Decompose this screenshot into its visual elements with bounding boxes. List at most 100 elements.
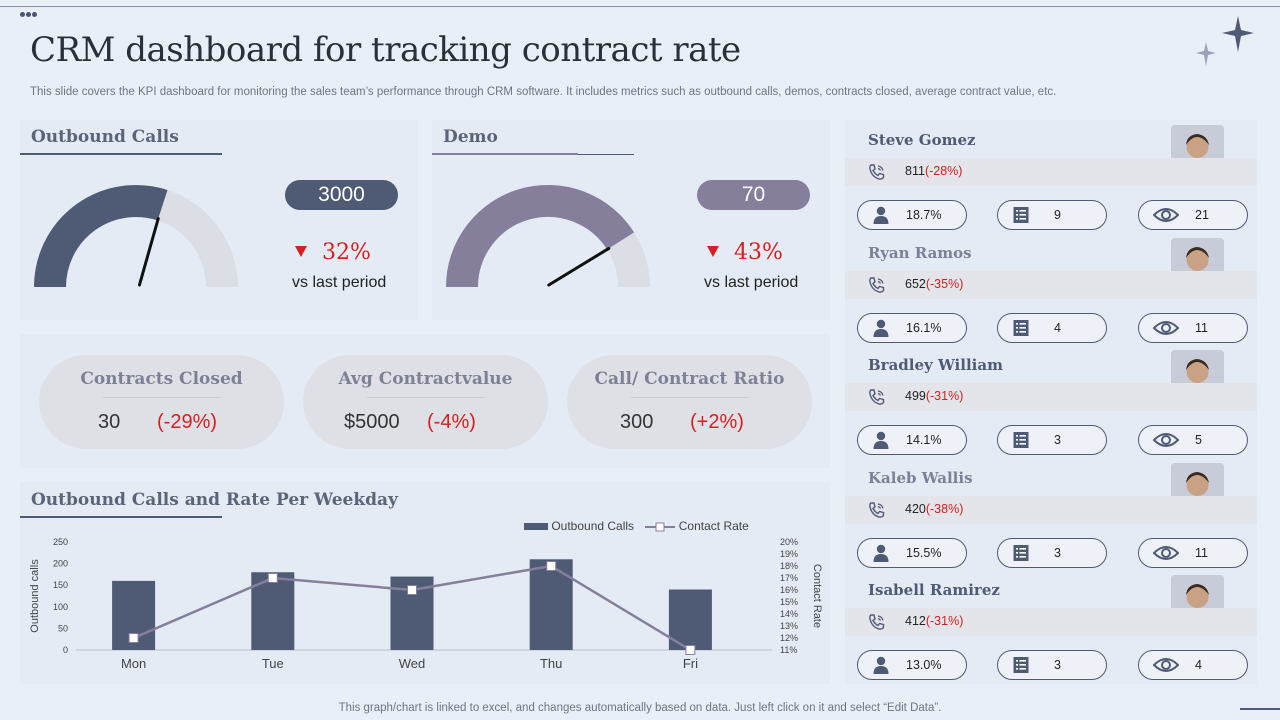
docs-pill: 4 bbox=[997, 312, 1107, 343]
down-arrow-icon bbox=[295, 246, 307, 257]
user-icon bbox=[873, 544, 889, 562]
y2-axis-label: Contact Rate bbox=[811, 564, 823, 628]
percent-value: 14.1% bbox=[906, 433, 942, 447]
chart-title-rule bbox=[20, 516, 222, 518]
contact-rate-point-tue bbox=[267, 573, 278, 583]
stat-change: (+2%) bbox=[690, 411, 744, 433]
call-change: (-31%) bbox=[925, 389, 964, 403]
document-list-icon bbox=[1013, 657, 1029, 673]
views-count: 11 bbox=[1195, 320, 1208, 335]
y2-tick-label: 20% bbox=[780, 537, 798, 547]
y2-tick-label: 12% bbox=[780, 633, 798, 643]
percent-pill: 13.0% bbox=[857, 650, 967, 680]
demo-title-rule-accent bbox=[432, 153, 578, 155]
percent-pill: 16.1% bbox=[857, 312, 967, 343]
call-count: 652 bbox=[905, 276, 926, 291]
docs-pill: 3 bbox=[997, 425, 1107, 455]
outbound-calls-value: 3000 bbox=[285, 180, 398, 210]
document-list-icon bbox=[1013, 432, 1029, 448]
outbound-change: 32% bbox=[322, 240, 371, 265]
y-axis-label: Outbound calls bbox=[29, 559, 41, 633]
views-pill: 21 bbox=[1138, 200, 1248, 230]
views-count: 11 bbox=[1195, 545, 1208, 560]
person-name: Bradley William bbox=[868, 356, 1003, 374]
call-count: 420 bbox=[905, 501, 926, 516]
percent-pill: 18.7% bbox=[857, 200, 967, 230]
chart-title: Outbound Calls and Rate Per Weekday bbox=[31, 490, 398, 510]
call-change: (-35%) bbox=[925, 276, 964, 291]
avg-contract-value-card: Avg Contractvalue $5000 (-4%) bbox=[303, 355, 548, 449]
outbound-calls-chart: 250 200 150 100 50 0 20% 19% 18% 17% 16% 15% 14% 13% 1… bbox=[29, 537, 823, 671]
docs-count: 3 bbox=[1054, 433, 1061, 447]
stat-rule bbox=[631, 397, 748, 398]
page-title: CRM dashboard for tracking contract rate bbox=[30, 30, 741, 70]
person-name: Ryan Ramos bbox=[868, 243, 972, 262]
docs-pill: 3 bbox=[997, 537, 1107, 568]
person-name: Steve Gomez bbox=[868, 131, 976, 149]
eye-icon bbox=[1153, 545, 1179, 560]
y2-tick-label: 18% bbox=[780, 561, 798, 571]
outbound-vs-label: vs last period bbox=[292, 274, 387, 291]
down-arrow-icon bbox=[707, 246, 719, 257]
stat-change: (-4%) bbox=[427, 411, 476, 433]
percent-value: 18.7% bbox=[906, 208, 942, 222]
phone-row: 811(-28%) bbox=[845, 158, 1257, 186]
percent-value: 15.5% bbox=[906, 545, 942, 560]
y2-tick-label: 13% bbox=[780, 621, 798, 631]
stat-label: Contracts Closed bbox=[80, 369, 243, 389]
contact-rate-point-fri bbox=[685, 645, 696, 655]
docs-count: 9 bbox=[1054, 208, 1061, 222]
y2-tick-label: 17% bbox=[780, 573, 798, 583]
x-tick-label: Wed bbox=[399, 656, 426, 671]
outbound-calls-title: Outbound Calls bbox=[31, 127, 179, 147]
phone-icon bbox=[869, 501, 885, 518]
call-change: (-28%) bbox=[924, 164, 963, 178]
footer-rule bbox=[1240, 708, 1280, 710]
demo-change: 43% bbox=[734, 240, 783, 265]
top-rule bbox=[0, 6, 1280, 7]
call-count: 811 bbox=[905, 164, 925, 178]
slide-dots bbox=[20, 4, 40, 17]
y-tick-label: 250 bbox=[53, 537, 68, 547]
call-contract-ratio-card: Call/ Contract Ratio 300 (+2%) bbox=[567, 355, 812, 449]
phone-icon bbox=[869, 389, 885, 405]
y-tick-label: 50 bbox=[58, 623, 68, 633]
legend-outbound-calls: Outbound Calls bbox=[551, 519, 635, 533]
percent-pill: 15.5% bbox=[857, 537, 967, 568]
person-name: Isabell Ramirez bbox=[868, 581, 1000, 599]
x-tick-label: Fri bbox=[683, 656, 698, 671]
stat-rule bbox=[103, 397, 220, 398]
document-list-icon bbox=[1013, 544, 1029, 561]
contact-rate-point-wed bbox=[407, 585, 417, 595]
x-tick-label: Thu bbox=[540, 656, 562, 671]
stat-change: (-29%) bbox=[157, 411, 218, 433]
person-name: Kaleb Wallis bbox=[868, 468, 973, 487]
y-tick-label: 200 bbox=[53, 559, 68, 569]
sparkle-icon bbox=[1196, 16, 1254, 66]
views-pill: 11 bbox=[1138, 312, 1248, 343]
percent-pill: 14.1% bbox=[857, 425, 967, 455]
outbound-gauge bbox=[34, 185, 238, 288]
phone-icon bbox=[869, 276, 885, 293]
views-pill: 5 bbox=[1138, 425, 1248, 455]
contracts-closed-card: Contracts Closed 30 (-29%) bbox=[39, 355, 284, 449]
call-count: 499 bbox=[905, 389, 926, 403]
phone-icon bbox=[869, 614, 885, 630]
docs-count: 3 bbox=[1054, 545, 1061, 560]
user-icon bbox=[873, 431, 889, 449]
demo-vs-label: vs last period bbox=[704, 274, 799, 291]
stat-rule bbox=[367, 397, 484, 398]
phone-row: 499(-31%) bbox=[845, 383, 1257, 411]
y2-tick-label: 14% bbox=[780, 609, 798, 619]
chart-legend[interactable]: Outbound Calls Contact Rate bbox=[524, 519, 749, 533]
percent-value: 16.1% bbox=[906, 320, 942, 335]
views-pill: 11 bbox=[1138, 537, 1248, 568]
user-icon bbox=[873, 206, 889, 224]
page-subtitle: This slide covers the KPI dashboard for … bbox=[30, 86, 1057, 98]
phone-icon bbox=[869, 164, 885, 180]
call-change: (-38%) bbox=[925, 501, 964, 516]
contact-rate-point-thu bbox=[546, 561, 557, 571]
eye-icon bbox=[1153, 320, 1179, 335]
views-count: 5 bbox=[1195, 433, 1202, 447]
docs-count: 4 bbox=[1054, 320, 1061, 335]
